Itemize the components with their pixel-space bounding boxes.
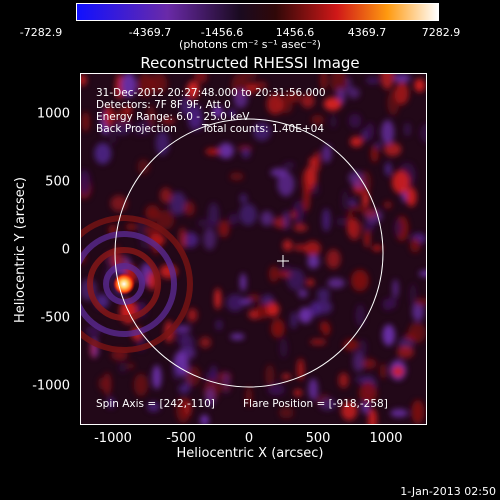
colorbar-tick: -7282.9: [19, 26, 63, 39]
time-range: 31-Dec-2012 20:27:48.000 to 20:31:56.000: [96, 87, 326, 99]
colorbar-tick: 1456.6: [275, 26, 315, 39]
x-tick: -500: [166, 431, 196, 446]
y-tick: 0: [61, 242, 70, 258]
flare-position: Flare Position = [-918,-258]: [243, 398, 388, 410]
x-tick: 0: [244, 431, 254, 446]
flare-source: [113, 273, 135, 295]
y-tick: -500: [40, 310, 70, 326]
colorbar-units: (photons cm⁻² s⁻¹ asec⁻²): [179, 38, 321, 51]
x-tick: 500: [305, 431, 331, 446]
method: Back Projection: [96, 123, 177, 135]
colorbar-tick: -1456.6: [200, 26, 244, 39]
timestamp: 1-Jan-2013 02:50: [400, 485, 496, 498]
y-tick: 1000: [36, 106, 70, 122]
solar-limb: [114, 118, 384, 388]
spin-axis-marker: [277, 255, 289, 267]
colorbar-tick: -4369.7: [128, 26, 172, 39]
total-counts: Total counts: 1.40E+04: [202, 123, 325, 135]
colorbar-tick: 7282.9: [421, 26, 461, 39]
rhessi-image: [80, 73, 427, 425]
y-tick: 500: [45, 174, 70, 190]
y-axis-label: Heliocentric Y (arcsec): [13, 177, 29, 323]
y-tick: -1000: [32, 378, 70, 394]
energy-range: Energy Range: 6.0 - 25.0 keV: [96, 111, 250, 123]
x-axis-label: Heliocentric X (arcsec): [176, 446, 324, 461]
detectors: Detectors: 7F 8F 9F, Att 0: [96, 99, 231, 111]
x-tick: -1000: [94, 431, 132, 446]
colorbar-tick: 4369.7: [347, 26, 387, 39]
image-title: Reconstructed RHESSI Image: [140, 54, 360, 72]
colorbar: [76, 3, 439, 21]
x-tick: 1000: [369, 431, 403, 446]
spin-axis: Spin Axis = [242,-110]: [96, 398, 215, 410]
